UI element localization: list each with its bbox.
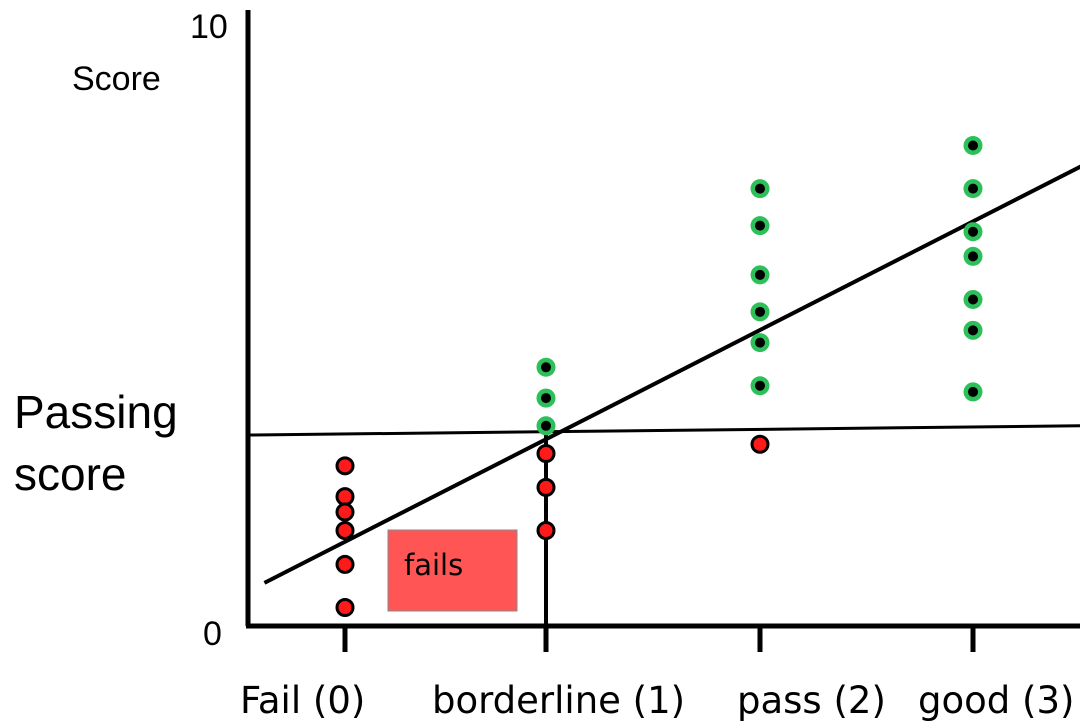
pass-point-10 (963, 179, 983, 199)
fail-point-2-marker (335, 502, 355, 522)
fail-point-9 (750, 434, 770, 454)
pass-point-11-core (968, 226, 978, 237)
fail-point-2 (335, 502, 355, 522)
pass-point-6-core (755, 306, 765, 317)
pass-point-14 (963, 320, 983, 340)
pass-point-0 (536, 357, 556, 377)
y-tick-label-min: 0 (203, 615, 222, 653)
pass-point-11 (963, 222, 983, 242)
passing-score-line (247, 424, 1080, 437)
pass-point-0-core (541, 362, 551, 373)
passing-score-label-line2: score (14, 448, 126, 500)
fail-point-7-marker (536, 477, 556, 497)
regression-line (263, 164, 1080, 585)
y-tick-label-max: 10 (190, 8, 228, 46)
fails-label: fails (404, 548, 463, 582)
fail-point-1-marker (335, 487, 355, 507)
fails-box (387, 529, 518, 612)
pass-point-13 (963, 290, 983, 310)
fail-point-8 (536, 521, 556, 541)
x-category-label-3: good (3) (918, 679, 1074, 722)
x-category-label-0: Fail (0) (240, 679, 365, 722)
pass-point-12-core (968, 251, 978, 262)
pass-point-2 (536, 416, 556, 436)
fail-point-0 (335, 456, 355, 476)
fail-point-4 (335, 554, 355, 574)
fail-point-6 (536, 444, 556, 464)
y-axis-label: Score (72, 60, 161, 98)
fail-point-4-marker (335, 554, 355, 574)
pass-point-14-core (968, 325, 978, 336)
pass-point-2-core (541, 420, 551, 431)
pass-point-3-core (755, 183, 765, 194)
fail-point-6-marker (536, 444, 556, 464)
pass-point-8 (750, 376, 770, 396)
fail-point-5-marker (335, 598, 355, 618)
pass-point-10-core (968, 183, 978, 194)
fail-point-1 (335, 487, 355, 507)
pass-point-15 (963, 382, 983, 402)
pass-point-8-core (755, 380, 765, 391)
pass-point-13-core (968, 294, 978, 305)
pass-point-1 (536, 388, 556, 408)
pass-point-3 (750, 179, 770, 199)
pass-point-15-core (968, 386, 978, 397)
passing-score-label-line1: Passing (14, 386, 178, 438)
pass-point-4-core (755, 220, 765, 231)
pass-point-12 (963, 246, 983, 266)
fail-point-0-marker (335, 456, 355, 476)
fail-point-8-marker (536, 521, 556, 541)
pass-point-5 (750, 265, 770, 285)
pass-point-9 (963, 136, 983, 156)
pass-point-1-core (541, 393, 551, 404)
fail-point-7 (536, 477, 556, 497)
fail-point-9-marker (750, 434, 770, 454)
pass-point-9-core (968, 140, 978, 151)
fail-point-3-marker (335, 521, 355, 541)
pass-point-7-core (755, 337, 765, 348)
x-category-label-2: pass (2) (737, 679, 886, 722)
pass-point-4 (750, 216, 770, 236)
x-category-label-1: borderline (1) (432, 679, 685, 722)
pass-point-5-core (755, 269, 765, 280)
fail-point-5 (335, 598, 355, 618)
pass-point-6 (750, 302, 770, 322)
pass-point-7 (750, 333, 770, 353)
fail-point-3 (335, 521, 355, 541)
